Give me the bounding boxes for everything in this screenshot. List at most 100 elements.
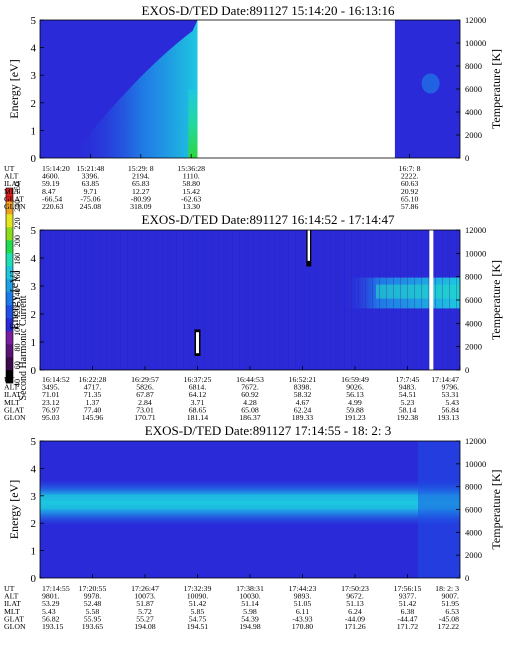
ephemeris-value: 62.24 [294, 405, 312, 414]
ephemeris-row-label: GLON [4, 622, 26, 631]
ephemeris-value: 5.43 [42, 607, 56, 616]
data-gap [197, 20, 395, 158]
colorbar-tick-label: 60 [13, 361, 22, 369]
ephemeris-value: 194.08 [134, 622, 156, 631]
ephemeris-value: -75.06 [80, 194, 100, 203]
ephemeris-value: 57.86 [401, 202, 419, 211]
ephemeris-value: 95.03 [42, 413, 60, 422]
ephemeris-value: 5.58 [86, 607, 100, 616]
ephemeris-value: 52.48 [84, 599, 102, 608]
ephemeris-value: 18: 2: 3 [435, 584, 459, 593]
colorbar-swatch [6, 279, 13, 293]
ephemeris-value: 191.23 [344, 413, 366, 422]
colorbar-tick-label: 200 [13, 235, 22, 247]
panel-1-spectrogram: 0 1 2 3 4 5 0 2000 4000 6000 8000 10000 12000 Energy … [4, 15, 503, 211]
ephemeris-value: 181.14 [187, 413, 209, 422]
spectrogram-enhancement [70, 20, 198, 158]
y-tick-label: 1 [31, 125, 37, 137]
ephemeris-value: 71.01 [42, 390, 60, 399]
ephemeris-value: 16:14:52 [42, 375, 70, 384]
ephemeris-value: 5.43 [445, 398, 459, 407]
ephemeris-value: 15:36:28 [177, 164, 205, 173]
ephemeris-value: 65.83 [132, 179, 150, 188]
ephemeris-value: 1110. [183, 172, 200, 181]
ephemeris-value: 5.85 [191, 607, 205, 616]
y2-tick-label: 8000 [465, 482, 482, 492]
ephemeris-value: 9.71 [84, 187, 98, 196]
ephemeris-value: 65.10 [401, 194, 419, 203]
ephemeris-value: 9672. [346, 592, 364, 601]
spectrogram-image [40, 20, 460, 158]
ephemeris-value: 4717. [84, 383, 102, 392]
panel-1-title: EXOS-D/TED Date:891127 15:14:20 - 16:13:… [142, 3, 395, 18]
y-tick-label: 0 [31, 153, 37, 165]
ephemeris-row-label: ALT [4, 172, 19, 181]
colorbar-tick-label: 120 [13, 306, 22, 318]
ephemeris-value: 58.80 [182, 179, 200, 188]
ephemeris-value: 17:44:23 [289, 584, 317, 593]
colorbar-tick-label: 240 [13, 200, 22, 212]
ephemeris-value: -44.47 [397, 614, 417, 623]
ephemeris-value: 9893. [294, 592, 312, 601]
ephemeris-value: -80.99 [131, 194, 151, 203]
ephemeris-value: 17:14:47 [431, 375, 459, 384]
colorbar-swatch [6, 292, 13, 306]
ephemeris-value: 4600. [42, 172, 60, 181]
ephemeris-value: 9026. [346, 383, 364, 392]
ephemeris-value: -44.09 [345, 614, 365, 623]
ephemeris-value: 51.14 [241, 599, 259, 608]
ephemeris-value: 60.63 [401, 179, 419, 188]
ephemeris-row-label: UT [4, 164, 15, 173]
panel-2-spectrogram: 0 1 2 3 4 5 0 2000 4000 6000 8000 10000 12000 Energy … [4, 225, 503, 422]
ephemeris-value: 9796. [441, 383, 459, 392]
ephemeris-row-label: UT [4, 375, 15, 384]
ephemeris-value: 67.87 [136, 390, 154, 399]
ephemeris-value: 12.27 [132, 187, 150, 196]
data-gap [429, 230, 434, 370]
ephemeris-value: 5.72 [138, 607, 152, 616]
ephemeris-value: 194.98 [239, 622, 261, 631]
ephemeris-value: 55.95 [84, 614, 102, 623]
y2-tick-label: 6000 [465, 295, 482, 305]
ephemeris-value: 65.08 [241, 405, 259, 414]
colorbar-swatch [6, 305, 13, 319]
colorbar-swatch [6, 370, 13, 384]
colorbar-tick-label: 220 [13, 217, 22, 229]
ephemeris-value: 6.11 [296, 607, 309, 616]
ephemeris-value: 51.42 [399, 599, 417, 608]
ephemeris-value: 16:7: 8 [399, 164, 421, 173]
colorbar: 40 60 80 100 120 140 160 180 200 220 240 250 [5, 182, 22, 387]
ephemeris-value: 9978. [84, 592, 102, 601]
ephemeris-value: 51.05 [294, 599, 312, 608]
colorbar-swatch [6, 214, 13, 228]
ephemeris-value: 9801. [42, 592, 60, 601]
ephemeris-value: 220.63 [42, 202, 64, 211]
ephemeris-value: 73.01 [136, 405, 154, 414]
y-tick-label: 2 [31, 309, 37, 321]
ephemeris-value: 54.39 [241, 614, 259, 623]
y2-axis-label: Temperature [K] [489, 469, 503, 549]
ephemeris-value: 8398. [294, 383, 312, 392]
colorbar-swatch [6, 240, 13, 254]
ephemeris-value: 170.80 [292, 622, 314, 631]
y-tick-label: 2 [31, 98, 37, 110]
ephemeris-value: 15:29: 8 [128, 164, 154, 173]
spectrogram-edge [418, 441, 460, 578]
ephemeris-value: 15.42 [182, 187, 200, 196]
ephemeris-row-label: MLT [4, 187, 20, 196]
ephemeris-row-label: ALT [4, 592, 19, 601]
y2-tick-label: 4000 [465, 318, 482, 328]
y2-axis-label: Temperature [K] [489, 49, 503, 129]
y2-tick-label: 0 [465, 573, 469, 583]
ephemeris-value: 17:7:45 [396, 375, 420, 384]
ephemeris-value: 10073. [134, 592, 155, 601]
colorbar-swatch [6, 331, 13, 345]
ephemeris-value: 56.84 [441, 405, 459, 414]
y2-tick-label: 0 [465, 153, 469, 163]
ephemeris-value: 17:50:23 [341, 584, 369, 593]
ephemeris-value: 53.31 [441, 390, 459, 399]
colorbar-tick-label: 180 [13, 253, 22, 265]
ephemeris-value: 6.24 [348, 607, 362, 616]
